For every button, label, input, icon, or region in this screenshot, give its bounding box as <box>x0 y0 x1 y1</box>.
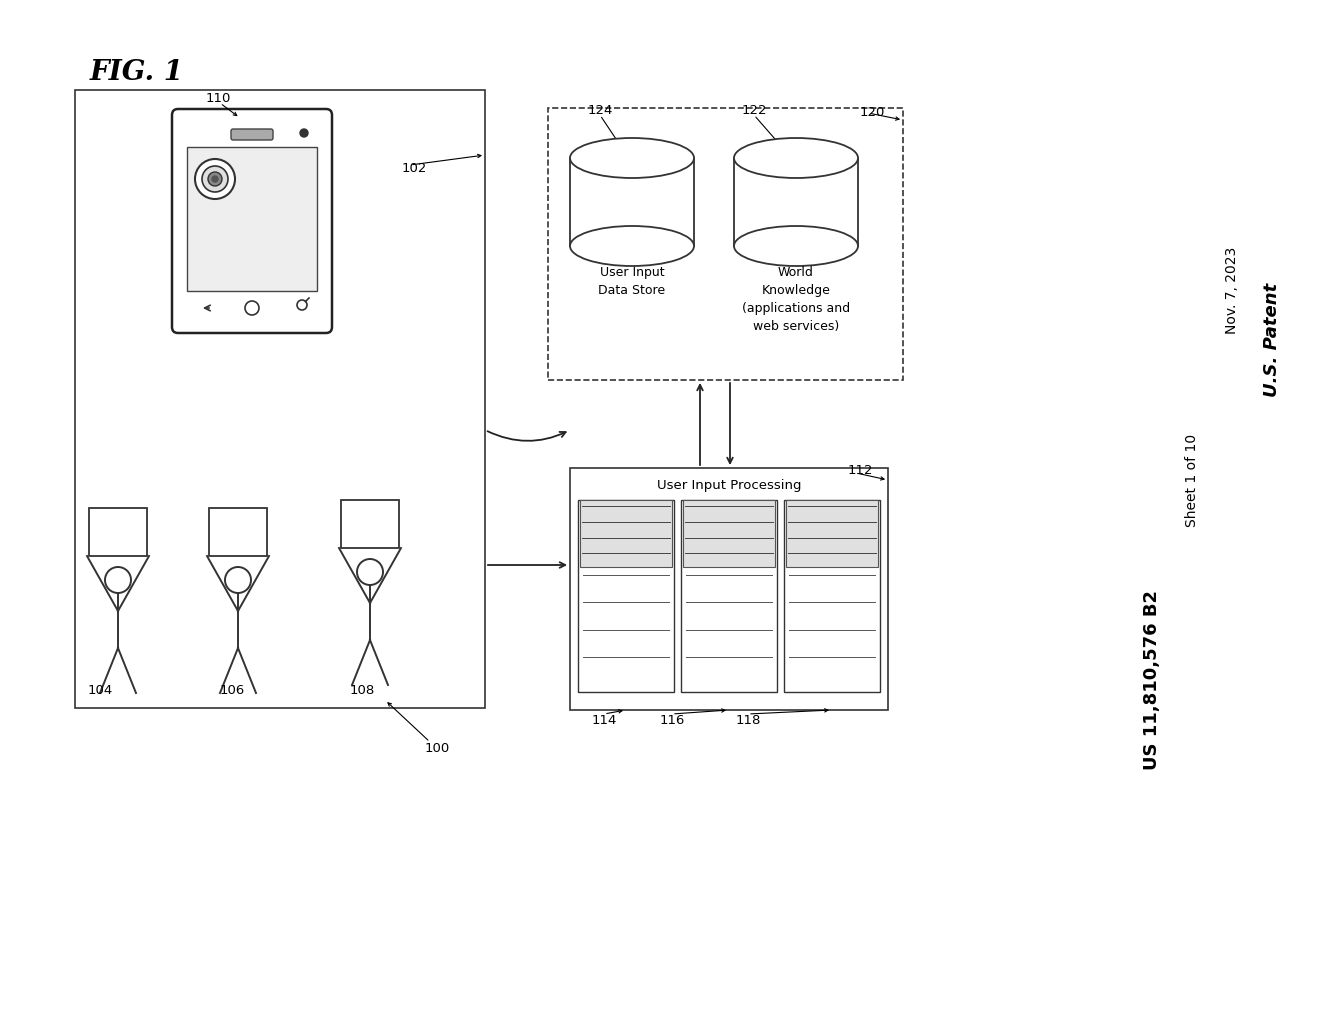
Text: 106: 106 <box>219 683 244 696</box>
Text: FIG. 1: FIG. 1 <box>90 58 183 85</box>
Circle shape <box>195 159 235 199</box>
Circle shape <box>300 129 308 137</box>
Bar <box>579 500 672 567</box>
Circle shape <box>209 172 222 186</box>
Text: U.S. Patent: U.S. Patent <box>1263 283 1280 397</box>
Bar <box>734 158 858 246</box>
FancyBboxPatch shape <box>172 109 333 333</box>
Text: Sheet 1 of 10: Sheet 1 of 10 <box>1185 433 1199 526</box>
Text: 116: 116 <box>659 714 685 726</box>
Text: User Input Processing: User Input Processing <box>657 479 801 493</box>
Text: World
Knowledge
(applications and
web services): World Knowledge (applications and web se… <box>742 266 850 333</box>
Bar <box>785 500 878 567</box>
Text: Nov. 7, 2023: Nov. 7, 2023 <box>1225 247 1239 334</box>
Text: User Input
Data Store: User Input Data Store <box>598 266 665 297</box>
Text: 120: 120 <box>859 105 884 119</box>
Circle shape <box>213 176 218 182</box>
Text: 102: 102 <box>401 162 426 174</box>
Text: 114: 114 <box>591 714 616 726</box>
Bar <box>570 468 888 710</box>
Text: 118: 118 <box>735 714 760 726</box>
Text: US 11,810,576 B2: US 11,810,576 B2 <box>1143 590 1162 770</box>
Ellipse shape <box>734 226 858 266</box>
Bar <box>570 158 694 246</box>
Ellipse shape <box>570 138 694 178</box>
Text: 110: 110 <box>206 91 231 104</box>
Bar <box>784 500 880 692</box>
FancyBboxPatch shape <box>231 129 273 140</box>
Text: 112: 112 <box>847 464 873 476</box>
Bar <box>578 500 675 692</box>
Ellipse shape <box>570 226 694 266</box>
Text: 100: 100 <box>424 741 450 755</box>
Bar <box>75 90 484 708</box>
Text: 104: 104 <box>87 683 112 696</box>
Text: 108: 108 <box>350 683 375 696</box>
Bar <box>187 147 317 291</box>
Text: 122: 122 <box>742 103 767 117</box>
Bar <box>682 500 775 567</box>
Text: 124: 124 <box>587 103 612 117</box>
Bar <box>548 108 903 380</box>
Circle shape <box>202 166 228 193</box>
Bar <box>341 500 399 548</box>
Bar <box>681 500 777 692</box>
Ellipse shape <box>734 138 858 178</box>
Bar <box>88 508 147 556</box>
Bar <box>209 508 267 556</box>
